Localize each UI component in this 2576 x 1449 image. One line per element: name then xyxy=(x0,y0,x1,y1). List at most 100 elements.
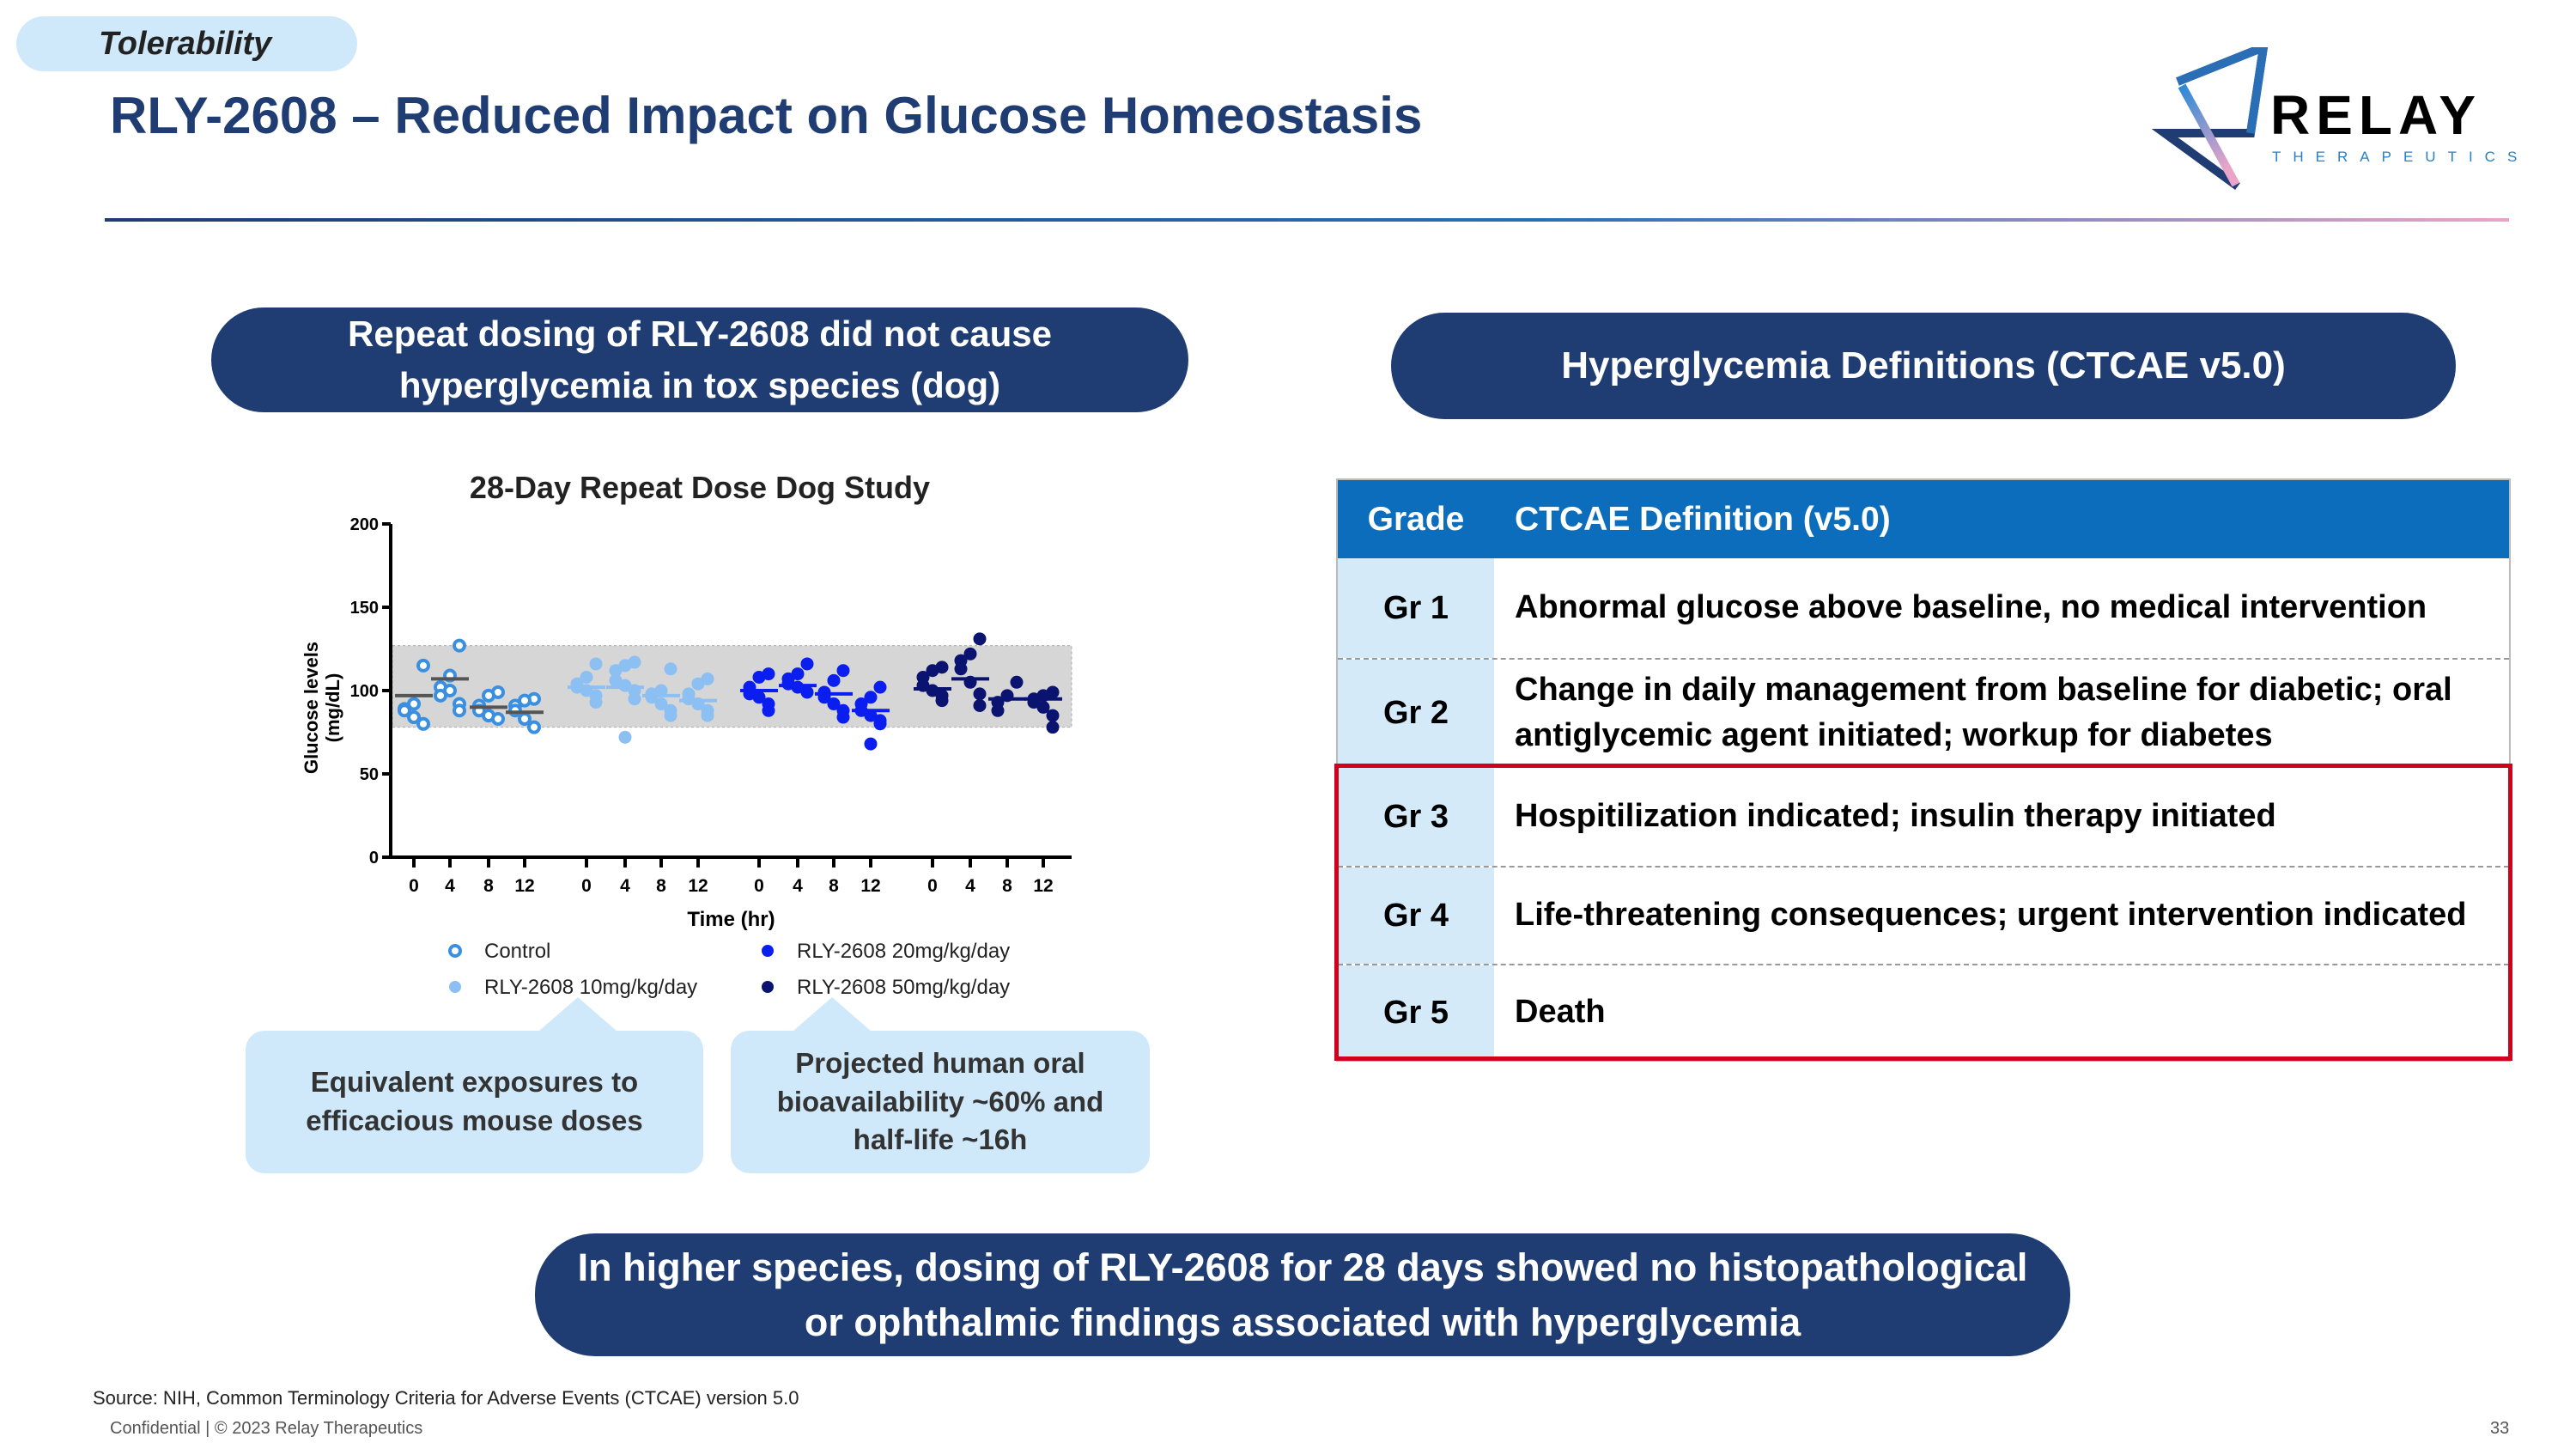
data-point xyxy=(827,697,841,711)
page-number: 33 xyxy=(2490,1419,2510,1438)
x-tick-label: 0 xyxy=(754,876,764,896)
data-point xyxy=(836,710,850,724)
data-point xyxy=(800,685,814,699)
legend-marker xyxy=(762,981,774,993)
data-point xyxy=(836,664,850,678)
x-tick-label: 12 xyxy=(860,876,880,896)
legend-label: RLY-2608 20mg/kg/day xyxy=(797,940,1010,963)
y-axis-label-unit: (mg/dL) xyxy=(322,673,343,743)
data-point xyxy=(791,667,805,681)
logo-wordmark: RELAY xyxy=(2270,84,2482,146)
x-tick-label: 4 xyxy=(793,876,803,896)
title-divider xyxy=(105,218,2509,222)
data-point xyxy=(1036,700,1050,714)
data-point xyxy=(589,696,603,709)
data-point xyxy=(762,703,775,717)
section-tag: Tolerability xyxy=(16,16,357,71)
x-tick-label: 8 xyxy=(656,876,666,896)
relay-logo-mark-icon xyxy=(2151,40,2269,191)
data-point xyxy=(1010,675,1024,689)
data-point xyxy=(453,703,466,718)
table-row: Gr 5 Death xyxy=(1338,964,2509,1060)
data-point xyxy=(416,716,430,731)
right-headline-pill: Hyperglycemia Definitions (CTCAE v5.0) xyxy=(1391,313,2456,419)
data-point xyxy=(443,684,457,697)
data-point xyxy=(580,670,593,684)
data-point xyxy=(800,657,814,671)
data-point xyxy=(654,697,668,711)
data-point xyxy=(453,638,466,653)
data-point xyxy=(691,677,705,691)
x-tick-label: 8 xyxy=(483,876,494,896)
legend-label: RLY-2608 10mg/kg/day xyxy=(484,976,697,999)
table-row: Gr 4 Life-threatening consequences; urgen… xyxy=(1338,866,2509,964)
data-point xyxy=(873,680,887,694)
page-title: RLY-2608 – Reduced Impact on Glucose Hom… xyxy=(110,87,1423,144)
data-point xyxy=(973,698,987,712)
left-headline-text: Repeat dosing of RLY-2608 did not cause … xyxy=(348,314,1052,405)
bottom-conclusion-pill: In higher species, dosing of RLY-2608 fo… xyxy=(535,1233,2070,1356)
data-point xyxy=(398,703,411,718)
x-tick-label: 4 xyxy=(965,876,975,896)
data-point xyxy=(618,730,632,744)
data-point xyxy=(864,737,878,751)
logo-subtitle: THERAPEUTICS xyxy=(2272,149,2530,165)
left-headline-pill: Repeat dosing of RLY-2608 did not cause … xyxy=(211,307,1188,412)
x-tick-label: 12 xyxy=(514,876,534,896)
data-point xyxy=(664,662,677,676)
data-point xyxy=(664,709,677,722)
data-point xyxy=(752,691,766,704)
x-tick-label: 12 xyxy=(1033,876,1053,896)
data-point xyxy=(827,673,841,687)
data-point xyxy=(752,670,766,684)
data-point xyxy=(407,710,421,725)
glucose-chart: 28-Day Repeat Dose Dog Study 0 50 100 150 200… xyxy=(301,470,1072,999)
data-point xyxy=(864,691,878,704)
x-tick-label: 12 xyxy=(688,876,708,896)
data-point xyxy=(935,694,949,708)
callout-exposures: Equivalent exposures to efficacious mous… xyxy=(246,1031,703,1173)
data-point xyxy=(482,688,495,703)
table-header: Grade CTCAE Definition (v5.0) xyxy=(1338,480,2509,558)
y-tick-label: 0 xyxy=(369,849,379,868)
data-point xyxy=(963,647,977,661)
data-point xyxy=(991,703,1005,717)
legend-marker xyxy=(449,981,461,993)
chart-title: 28-Day Repeat Dose Dog Study xyxy=(470,470,930,505)
legend-marker xyxy=(448,944,462,958)
source-note: Source: NIH, Common Terminology Criteria… xyxy=(93,1387,799,1409)
data-point xyxy=(864,709,878,722)
table-row: Gr 1 Abnormal glucose above baseline, no … xyxy=(1338,558,2509,658)
y-tick-label: 50 xyxy=(360,765,379,784)
relay-logo: RELAY THERAPEUTICS xyxy=(2143,40,2521,193)
data-point xyxy=(1046,721,1060,734)
data-point xyxy=(518,711,532,726)
callout-bioavailability: Projected human oral bioavailability ~60… xyxy=(731,1031,1150,1173)
data-point xyxy=(416,658,430,673)
data-point xyxy=(926,664,939,678)
data-point xyxy=(973,632,987,646)
table-row: Gr 2 Change in daily management from base… xyxy=(1338,658,2509,766)
x-tick-label: 4 xyxy=(620,876,630,896)
x-axis-label: Time (hr) xyxy=(687,908,775,931)
y-axis-label: Glucose levels xyxy=(301,642,322,774)
legend-marker xyxy=(762,945,774,957)
data-point xyxy=(527,720,541,734)
data-point xyxy=(609,673,623,687)
data-point xyxy=(618,659,632,673)
data-point xyxy=(954,662,968,676)
data-point xyxy=(609,664,623,678)
y-tick-label: 150 xyxy=(350,599,379,618)
callout-pointer xyxy=(793,997,872,1032)
data-point xyxy=(701,672,714,685)
data-point xyxy=(701,709,714,722)
header-grade: Grade xyxy=(1367,500,1465,538)
y-tick-label: 100 xyxy=(350,682,379,701)
x-tick-label: 0 xyxy=(581,876,592,896)
confidential-note: Confidential | © 2023 Relay Therapeutics xyxy=(110,1419,423,1438)
x-tick-label: 0 xyxy=(927,876,938,896)
x-tick-label: 8 xyxy=(829,876,839,896)
data-point xyxy=(628,692,641,706)
legend-label: Control xyxy=(484,940,550,963)
severe-grades-highlight xyxy=(1334,764,2512,1061)
